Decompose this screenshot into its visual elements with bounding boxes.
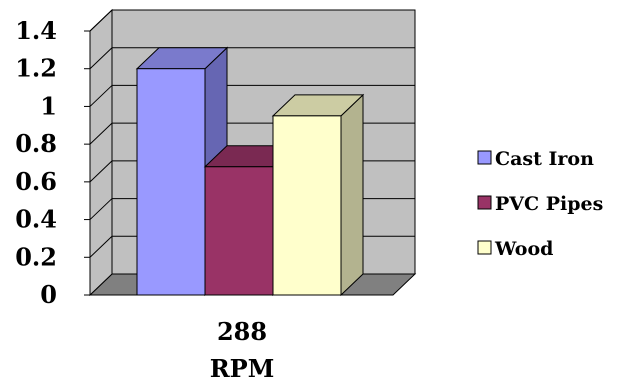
- y-tick-label: 0.2: [15, 242, 57, 271]
- gridline-side: [89, 198, 113, 220]
- legend-swatch: [477, 195, 492, 210]
- bar-wood: [271, 93, 365, 297]
- chart-left-wall: [89, 8, 113, 297]
- category-label-line: RPM: [210, 354, 275, 383]
- y-tick-label: 1.2: [15, 54, 57, 83]
- legend-item: Cast Iron: [477, 148, 594, 170]
- legend-label: PVC Pipes: [495, 193, 603, 215]
- y-tick-label: 0.8: [15, 129, 57, 158]
- x-axis-category-label: 288 RPM: [210, 317, 275, 383]
- bar-front: [272, 115, 342, 296]
- gridline-side: [89, 235, 113, 258]
- gridline-side: [89, 47, 113, 70]
- y-tick-label: 1: [40, 91, 57, 120]
- legend: Cast Iron PVC Pipes Wood: [477, 148, 603, 260]
- gridline-side: [89, 85, 113, 107]
- y-tick-label: 0.4: [15, 205, 57, 234]
- bar-side: [340, 93, 364, 297]
- gridline-side: [89, 160, 113, 183]
- legend-item: PVC Pipes: [477, 193, 603, 215]
- legend-swatch: [477, 240, 492, 255]
- y-axis-tick-labels: 0 0.2 0.4 0.6 0.8 1 1.2 1.4: [15, 16, 57, 309]
- y-tick-label: 0: [40, 280, 57, 309]
- y-tick-label: 0.6: [15, 167, 57, 196]
- legend-item: Wood: [477, 238, 553, 260]
- legend-label: Cast Iron: [495, 148, 594, 170]
- gridline-side: [89, 9, 113, 32]
- legend-label: Wood: [494, 238, 553, 260]
- bar-front: [136, 68, 206, 296]
- y-tick-label: 1.4: [15, 16, 57, 45]
- bars: [135, 46, 365, 297]
- y-axis-ticks: [84, 30, 91, 296]
- category-label-line: 288: [217, 317, 267, 346]
- bar-front: [204, 166, 274, 296]
- gridline-side: [89, 122, 113, 145]
- legend-swatch: [477, 150, 492, 165]
